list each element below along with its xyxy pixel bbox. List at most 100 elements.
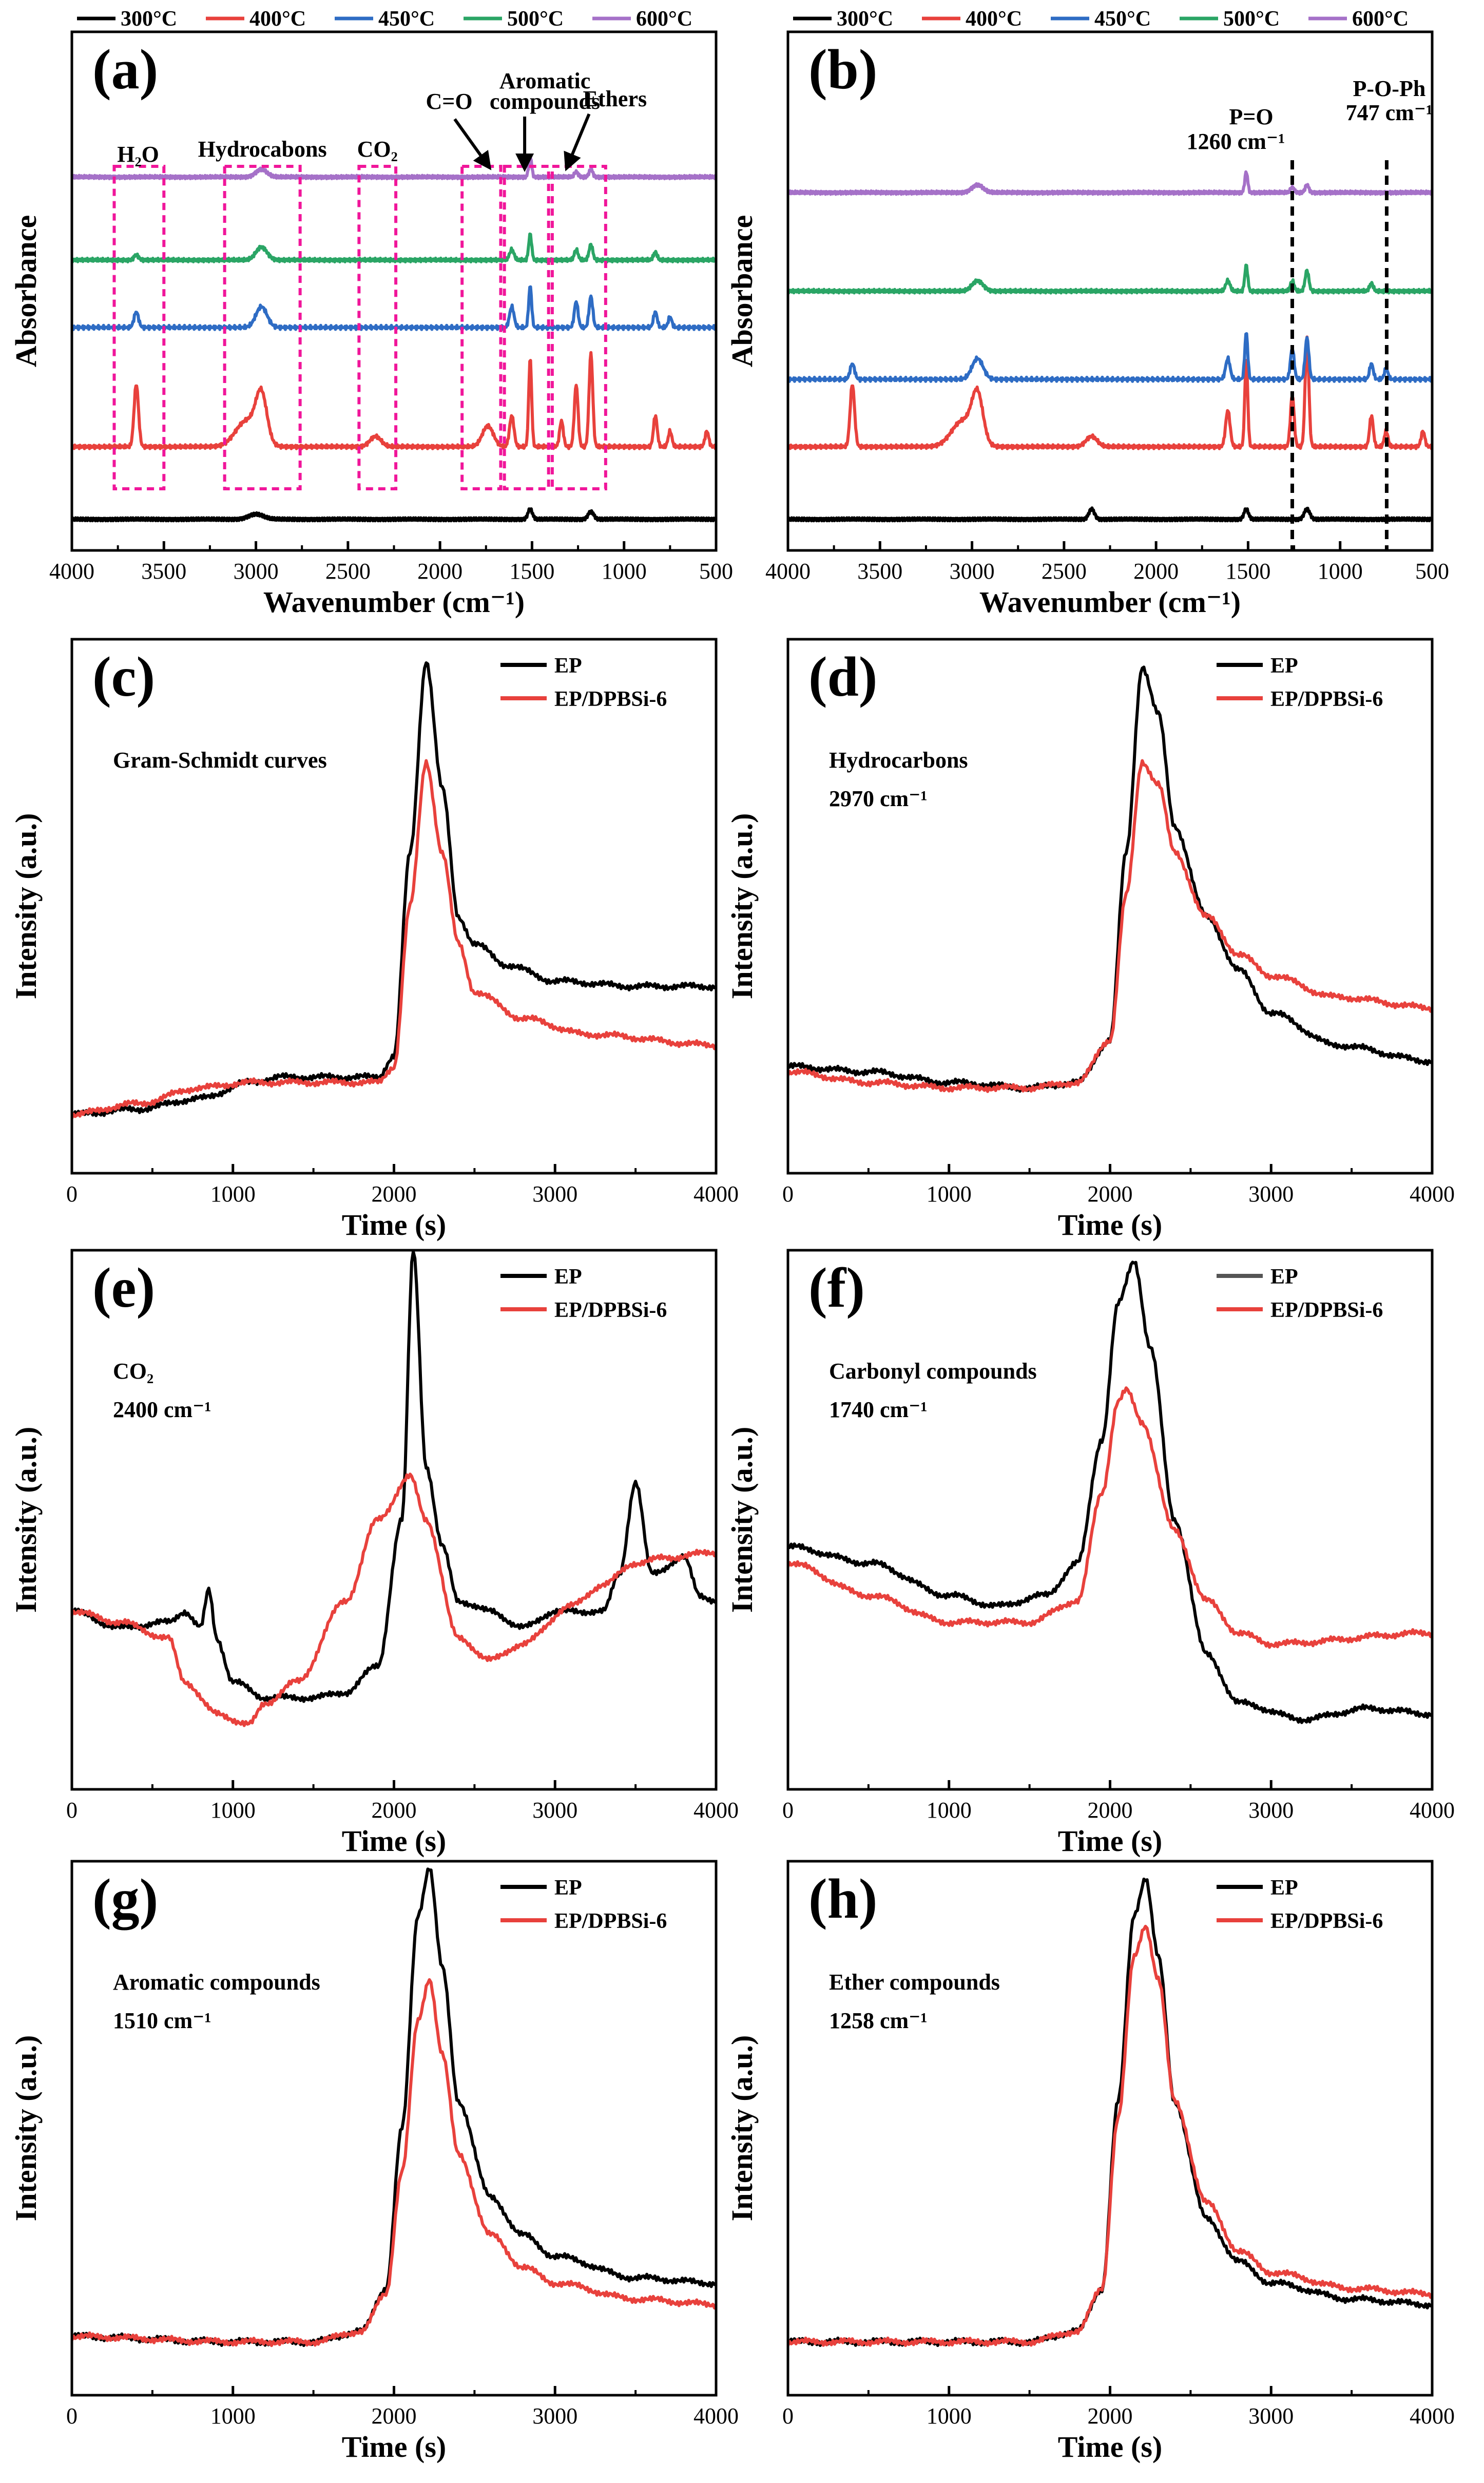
x-tick-label: 4000 [49, 559, 94, 584]
x-axis-label: Time (s) [342, 2430, 447, 2463]
region-box [223, 165, 302, 490]
series-line-d-1 [788, 759, 1432, 1093]
series-line-a-0 [72, 507, 716, 523]
x-axis-label: Time (s) [1058, 2430, 1163, 2463]
x-tick-label: 1000 [927, 2403, 972, 2429]
x-tick-label: 3000 [234, 559, 279, 584]
series-line-b-1 [788, 335, 1432, 450]
panel-a: 4000 3500 3000 2500 2000 1500 1000 500 Wavenumbe… [9, 7, 733, 619]
panel-c: 0 1000 2000 3000 4000 Time (s) Intensity (a.u.… [9, 638, 739, 1242]
region-label: Aromatic [499, 68, 591, 93]
legend-label: 450°C [378, 7, 435, 31]
x-tick-label: 2500 [325, 559, 371, 584]
x-tick-label: 2000 [1088, 1798, 1133, 1823]
series-line-g-0 [72, 1867, 716, 2347]
panel-f: 0 1000 2000 3000 4000 Time (s) Intensity (a.u.… [725, 1249, 1455, 1858]
x-tick-label: 1500 [509, 559, 554, 584]
x-tick-label: 4000 [693, 1798, 739, 1823]
plot-frame [70, 1249, 718, 1791]
series-line-b-0 [788, 506, 1432, 523]
series-line-a-2 [72, 285, 716, 331]
legend-label: EP [1270, 1265, 1298, 1289]
panel-annotation: Ether compounds [829, 1970, 1000, 1995]
legend-label: EP [554, 1876, 582, 1900]
panel-annotation: Aromatic compounds [113, 1970, 320, 1995]
plot-frame [786, 1860, 1434, 2397]
legend-label: EP [1270, 1876, 1298, 1900]
y-axis-label: Intensity (a.u.) [9, 1427, 43, 1613]
panel-e: 0 1000 2000 3000 4000 Time (s) Intensity (a.u.… [9, 1249, 739, 1858]
y-axis-label: Intensity (a.u.) [725, 1427, 759, 1613]
x-tick-label: 1000 [1318, 559, 1363, 584]
series-line-c-1 [72, 759, 716, 1120]
panel-letter: (c) [92, 645, 155, 708]
series-line-h-1 [788, 1924, 1432, 2347]
panel-annotation: Gram-Schmidt curves [113, 748, 327, 773]
legend-label: EP/DPBSi-6 [554, 687, 667, 711]
x-tick-label: 0 [782, 1181, 794, 1207]
panel-annotation: 1258 cm⁻¹ [829, 2008, 928, 2033]
plot-area [72, 1250, 716, 1727]
series-line-f-0 [788, 1260, 1432, 1724]
x-tick-label: 2000 [372, 1798, 417, 1823]
x-tick-label: 2000 [372, 1181, 417, 1207]
panel-letter: (b) [808, 38, 877, 101]
x-tick-label: 4000 [765, 559, 811, 584]
panel-letter: (f) [808, 1256, 865, 1319]
region-label: compounds [490, 89, 600, 114]
region-label: Ethers [583, 86, 647, 111]
series-line-c-0 [72, 661, 716, 1117]
x-axis-label: Time (s) [1058, 1208, 1163, 1242]
x-axis-label: Wavenumber (cm⁻¹) [979, 585, 1241, 619]
region-label: H₂O [117, 142, 159, 167]
x-tick-label: 3000 [532, 1181, 577, 1207]
panel-annotation: 2400 cm⁻¹ [113, 1397, 211, 1422]
legend-label: 300°C [837, 7, 893, 31]
x-axis-label: Time (s) [342, 1824, 447, 1858]
panel-d: 0 1000 2000 3000 4000 Time (s) Intensity (a.u.… [725, 638, 1455, 1242]
y-axis-label: Intensity (a.u.) [725, 2035, 759, 2222]
plot-area [72, 155, 716, 523]
x-tick-label: 3000 [1248, 1798, 1294, 1823]
marker-label: P-O-Ph [1353, 76, 1426, 101]
legend-label: EP/DPBSi-6 [554, 1909, 667, 1933]
x-tick-label: 1000 [927, 1181, 972, 1207]
arrow-line [564, 113, 591, 171]
x-tick-label: 4000 [693, 2403, 739, 2429]
series-line-e-1 [72, 1473, 716, 1727]
legend-label: EP/DPBSi-6 [1270, 687, 1383, 711]
series-line-e-0 [72, 1250, 716, 1703]
series-line-g-1 [72, 1978, 716, 2347]
series-line-b-2 [788, 332, 1432, 383]
x-tick-label: 4000 [1410, 2403, 1455, 2429]
region-label: C=O [426, 89, 473, 114]
plot-area [788, 170, 1432, 523]
y-axis-label: Absorbance [9, 215, 43, 367]
plot-frame [786, 638, 1434, 1175]
legend-label: EP [1270, 654, 1298, 678]
legend-label: EP [554, 1265, 582, 1289]
region-label: Hydrocabons [198, 137, 327, 162]
y-axis-label: Intensity (a.u.) [725, 813, 759, 1000]
x-tick-label: 0 [782, 2403, 794, 2429]
marker-label: 1260 cm⁻¹ [1187, 129, 1285, 154]
marker-label: 747 cm⁻¹ [1346, 100, 1433, 125]
panel-annotation: Hydrocarbons [829, 748, 968, 773]
series-line-b-3 [788, 263, 1432, 295]
region-box [503, 165, 550, 490]
x-tick-label: 0 [66, 1798, 78, 1823]
x-tick-label: 2000 [372, 2403, 417, 2429]
panel-g: 0 1000 2000 3000 4000 Time (s) Intensity (a.u.… [9, 1860, 739, 2463]
region-label: CO₂ [357, 137, 398, 162]
legend-label: 600°C [636, 7, 692, 31]
plot-area [72, 661, 716, 1120]
series-line-h-0 [788, 1877, 1432, 2347]
series-line-d-0 [788, 665, 1432, 1093]
x-tick-label: 3000 [950, 559, 995, 584]
panel-annotation: CO₂ [113, 1359, 153, 1384]
legend-label: EP/DPBSi-6 [1270, 1298, 1383, 1322]
plot-area [788, 1260, 1432, 1724]
series-line-a-4 [72, 155, 716, 181]
panel-letter: (g) [92, 1867, 158, 1930]
legend-label: 300°C [121, 7, 177, 31]
